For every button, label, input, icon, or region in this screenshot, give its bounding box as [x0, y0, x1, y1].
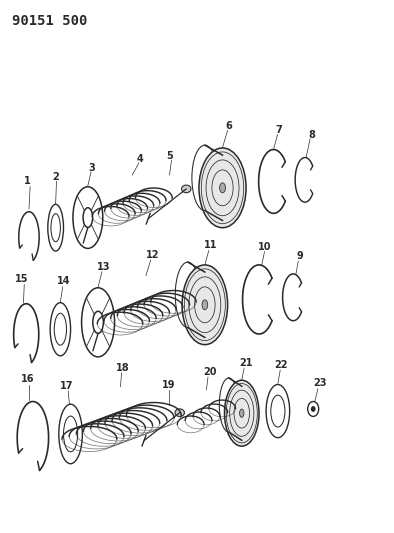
Ellipse shape	[219, 183, 225, 193]
Text: 9: 9	[297, 251, 303, 261]
Text: 5: 5	[166, 151, 173, 161]
Text: 19: 19	[162, 379, 175, 390]
Text: 21: 21	[239, 358, 253, 368]
Text: 18: 18	[115, 362, 129, 373]
Text: 2: 2	[52, 172, 59, 182]
Text: 16: 16	[20, 374, 34, 384]
Text: 14: 14	[57, 277, 70, 286]
Text: 17: 17	[60, 381, 73, 391]
Text: 11: 11	[204, 240, 217, 250]
Text: 13: 13	[97, 262, 110, 271]
Text: 20: 20	[203, 367, 216, 377]
Text: 8: 8	[308, 130, 315, 140]
Ellipse shape	[175, 409, 184, 416]
Text: 23: 23	[314, 378, 327, 389]
Text: 90151 500: 90151 500	[13, 14, 88, 28]
Ellipse shape	[199, 148, 246, 228]
Ellipse shape	[202, 300, 208, 310]
Ellipse shape	[225, 380, 259, 446]
Text: 3: 3	[88, 163, 95, 173]
Text: 22: 22	[275, 360, 288, 370]
Ellipse shape	[182, 185, 191, 193]
Text: 7: 7	[275, 125, 282, 135]
Ellipse shape	[182, 265, 228, 345]
Text: 4: 4	[137, 154, 144, 164]
Ellipse shape	[240, 409, 244, 417]
Circle shape	[312, 407, 315, 411]
Text: 10: 10	[258, 242, 271, 252]
Text: 15: 15	[15, 274, 29, 284]
Text: 1: 1	[24, 176, 31, 187]
Text: 12: 12	[145, 250, 159, 260]
Text: 6: 6	[225, 120, 232, 131]
